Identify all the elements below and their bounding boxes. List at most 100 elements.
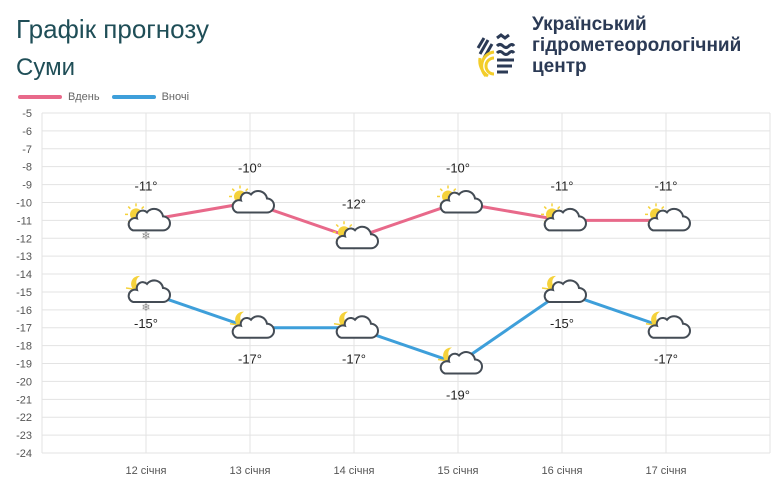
data-label: -15° xyxy=(550,316,574,331)
partly-cloudy-night-icon xyxy=(333,311,379,339)
partly-cloudy-day-icon xyxy=(645,203,691,232)
legend-label-night[interactable]: Вночі xyxy=(161,91,190,103)
moon-ray xyxy=(541,287,550,290)
y-tick-label: -20 xyxy=(16,376,32,388)
sun-ray xyxy=(453,188,457,192)
y-tick-label: -12 xyxy=(16,233,32,245)
sun-ray xyxy=(231,188,235,192)
y-tick-label: -21 xyxy=(16,394,32,406)
data-label: -11° xyxy=(654,178,677,193)
cloud-icon xyxy=(127,279,171,303)
partly-cloudy-day-icon xyxy=(125,203,171,232)
data-label: -10° xyxy=(446,160,470,175)
partly-cloudy-day-icon xyxy=(229,185,275,214)
org-line-1: Український xyxy=(532,14,647,35)
data-label: -17° xyxy=(342,352,366,367)
moon-icon xyxy=(131,275,146,292)
partly-cloudy-day-icon xyxy=(333,221,379,250)
y-tick-label: -18 xyxy=(16,341,32,353)
city-name: Суми xyxy=(16,54,75,81)
x-tick-label: 13 січня xyxy=(230,465,271,477)
partly-cloudy-night-icon xyxy=(229,311,275,339)
x-tick-label: 16 січня xyxy=(542,465,583,477)
organization-name: Український гідрометеорологічний центр xyxy=(532,14,741,77)
y-tick-label: -7 xyxy=(22,144,32,156)
cloud-icon xyxy=(231,315,275,339)
org-line-2: гідрометеорологічний xyxy=(532,35,742,56)
y-tick-label: -17 xyxy=(16,323,32,335)
moon-ray xyxy=(333,322,342,326)
y-tick-label: -19 xyxy=(16,359,32,371)
sun-ray xyxy=(335,223,339,228)
y-tick-label: -24 xyxy=(16,448,32,460)
cloud-icon xyxy=(647,207,691,232)
partly-cloudy-day-icon xyxy=(541,203,587,232)
cloud-icon xyxy=(543,207,587,232)
partly-cloudy-night-icon xyxy=(437,347,483,375)
cloud-icon xyxy=(647,315,691,339)
cloud-icon xyxy=(439,351,483,375)
y-tick-label: -9 xyxy=(22,180,32,192)
snowflake-icon: ❄ xyxy=(141,302,150,314)
sun-ray xyxy=(557,206,561,210)
sun-ray xyxy=(349,223,353,228)
partly-cloudy-night-icon xyxy=(645,311,691,339)
sun-ray xyxy=(141,206,145,210)
moon-icon xyxy=(443,347,458,364)
page-title: Графік прогнозу xyxy=(16,14,209,44)
org-line-3: центр xyxy=(532,56,587,77)
y-tick-label: -14 xyxy=(16,269,32,281)
moon-ray xyxy=(437,358,446,362)
x-tick-label: 15 січня xyxy=(438,465,479,477)
data-label: -11° xyxy=(550,178,573,193)
moon-ray xyxy=(645,322,654,326)
moon-icon xyxy=(339,311,354,328)
cloud-icon xyxy=(335,315,379,339)
sun-ray xyxy=(439,188,443,192)
ukrhydromet-logo xyxy=(474,20,516,78)
y-tick-label: -13 xyxy=(16,251,32,263)
x-tick-label: 12 січня xyxy=(126,465,167,477)
moon-ray xyxy=(125,287,134,290)
data-label: -12° xyxy=(342,196,366,211)
moon-icon xyxy=(235,311,250,328)
sun-ray xyxy=(647,206,651,210)
data-label: -11° xyxy=(134,178,157,193)
moon-ray xyxy=(229,322,238,326)
y-tick-label: -8 xyxy=(22,162,32,174)
cloud-icon xyxy=(127,207,171,232)
sun-ray xyxy=(661,206,665,210)
y-tick-label: -11 xyxy=(17,215,32,227)
data-label: -19° xyxy=(446,388,470,403)
sun-ray xyxy=(245,188,249,192)
sun-ray xyxy=(543,206,547,210)
y-tick-label: -23 xyxy=(16,430,32,442)
moon-icon xyxy=(547,275,562,292)
data-label: -15° xyxy=(134,316,158,331)
x-tick-label: 17 січня xyxy=(646,465,687,477)
partly-cloudy-night-icon xyxy=(125,275,171,303)
cloud-icon xyxy=(231,190,275,214)
y-tick-label: -16 xyxy=(16,305,32,317)
cloud-icon xyxy=(439,190,483,214)
data-label: -10° xyxy=(238,160,262,175)
y-tick-label: -22 xyxy=(16,412,32,424)
legend-label-day[interactable]: Вдень xyxy=(68,91,100,103)
partly-cloudy-night-icon xyxy=(541,275,587,303)
legend-swatch-night[interactable] xyxy=(111,95,156,99)
snowflake-icon: ❄ xyxy=(141,230,150,242)
legend-swatch-day[interactable] xyxy=(18,95,62,99)
y-tick-label: -10 xyxy=(16,197,32,209)
y-tick-label: -6 xyxy=(22,126,32,138)
legend: Вдень Вночі xyxy=(18,91,189,103)
y-tick-label: -5 xyxy=(22,108,32,120)
cloud-icon xyxy=(335,225,379,250)
sun-ray xyxy=(127,206,131,210)
partly-cloudy-day-icon xyxy=(437,185,483,214)
data-label: -17° xyxy=(654,352,678,367)
x-tick-label: 14 січня xyxy=(334,465,375,477)
cloud-icon xyxy=(543,279,587,303)
y-tick-label: -15 xyxy=(16,287,32,299)
